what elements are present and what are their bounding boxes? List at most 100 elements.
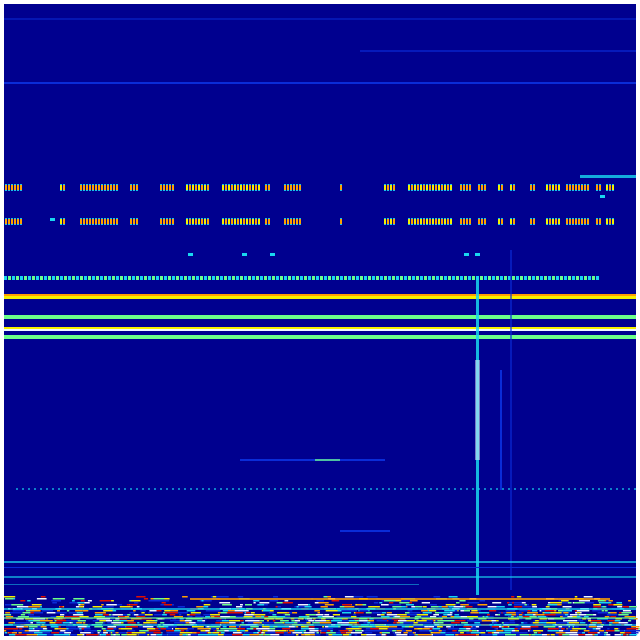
noise-speck <box>515 630 519 632</box>
noise-speck <box>622 606 630 608</box>
noise-speck <box>296 606 299 608</box>
dotted-band <box>256 488 258 490</box>
band-line <box>4 315 636 319</box>
noise-speck <box>318 630 321 632</box>
noise-speck <box>158 626 164 628</box>
band-dotted <box>352 276 355 280</box>
band-dotted <box>220 276 223 280</box>
pulse <box>513 219 515 224</box>
noise-speck <box>42 632 49 634</box>
noise-speck <box>309 630 322 632</box>
noise-speck <box>377 612 383 614</box>
noise-speck <box>24 630 31 632</box>
noise-speck <box>282 628 291 630</box>
noise-speck <box>447 614 452 616</box>
pulse-dot <box>242 253 247 256</box>
noise-speck <box>250 626 259 628</box>
noise-speck <box>324 604 334 606</box>
pulse <box>101 185 103 190</box>
dotted-band <box>370 488 372 490</box>
band-dotted <box>28 276 31 280</box>
noise-speck <box>195 622 201 624</box>
dotted-band <box>40 488 42 490</box>
noise-speck <box>259 628 270 630</box>
dotted-band <box>610 488 612 490</box>
faint-band <box>340 530 390 532</box>
pulse <box>384 185 386 190</box>
noise-speck <box>205 630 210 632</box>
noise-speck <box>268 630 277 632</box>
band-dotted <box>68 276 71 280</box>
noise-speck <box>537 622 547 624</box>
band-dotted <box>4 276 7 280</box>
dotted-band <box>64 488 66 490</box>
pulse <box>8 219 10 224</box>
noise-speck <box>35 626 42 628</box>
noise-speck <box>129 604 138 606</box>
noise-speck <box>562 616 568 618</box>
band-dotted <box>588 276 591 280</box>
noise-speck <box>4 596 16 598</box>
noise-speck <box>80 632 91 634</box>
noise-speck <box>200 630 211 632</box>
dotted-band <box>586 488 588 490</box>
noise-speck <box>166 630 171 632</box>
noise-speck <box>445 604 456 606</box>
noise-speck <box>624 632 632 634</box>
noise-speck <box>219 602 231 604</box>
faint-band <box>315 459 340 461</box>
band-dotted <box>392 276 395 280</box>
pulse <box>86 219 88 224</box>
dotted-band <box>454 488 456 490</box>
pulse <box>107 185 109 190</box>
noise-speck <box>621 612 632 614</box>
noise-speck <box>370 628 379 630</box>
noise-speck <box>277 612 287 614</box>
noise-speck <box>541 610 545 612</box>
noise-speck <box>240 604 243 606</box>
dotted-band <box>214 488 216 490</box>
noise-speck <box>408 634 416 636</box>
noise-speck <box>201 600 204 602</box>
noise-speck <box>235 612 243 614</box>
pulse <box>113 219 115 224</box>
pulse <box>546 219 548 224</box>
pulse <box>265 185 267 190</box>
noise-speck <box>211 616 220 618</box>
noise-speck <box>399 602 410 604</box>
noise-speck <box>509 622 516 624</box>
band-dotted <box>16 276 19 280</box>
noise-speck <box>562 626 568 628</box>
pulse <box>584 185 586 190</box>
noise-speck <box>267 634 280 636</box>
noise-speck <box>302 622 311 624</box>
noise-speck <box>317 616 327 618</box>
noise-speck <box>209 614 220 616</box>
pulse <box>104 219 106 224</box>
band-line <box>4 335 636 339</box>
noise-speck <box>568 622 580 624</box>
pulse <box>423 185 425 190</box>
noise-speck <box>262 630 268 632</box>
noise-speck <box>550 602 562 604</box>
pulse <box>549 219 551 224</box>
pulse <box>340 185 342 190</box>
band-dotted <box>424 276 427 280</box>
noise-speck <box>326 632 338 634</box>
noise-speck <box>550 634 555 636</box>
dotted-band <box>376 488 378 490</box>
pulse <box>107 219 109 224</box>
noise-speck <box>179 620 190 622</box>
noise-speck <box>173 620 180 622</box>
noise-speck <box>339 630 348 632</box>
noise-speck <box>508 604 512 606</box>
band-dotted <box>492 276 495 280</box>
noise-speck <box>537 632 541 634</box>
noise-speck <box>430 630 442 632</box>
noise-speck <box>614 634 625 636</box>
pulse <box>92 185 94 190</box>
noise-speck <box>511 596 515 598</box>
pulse <box>420 185 422 190</box>
noise-speck <box>472 626 476 628</box>
noise-speck <box>223 634 232 636</box>
